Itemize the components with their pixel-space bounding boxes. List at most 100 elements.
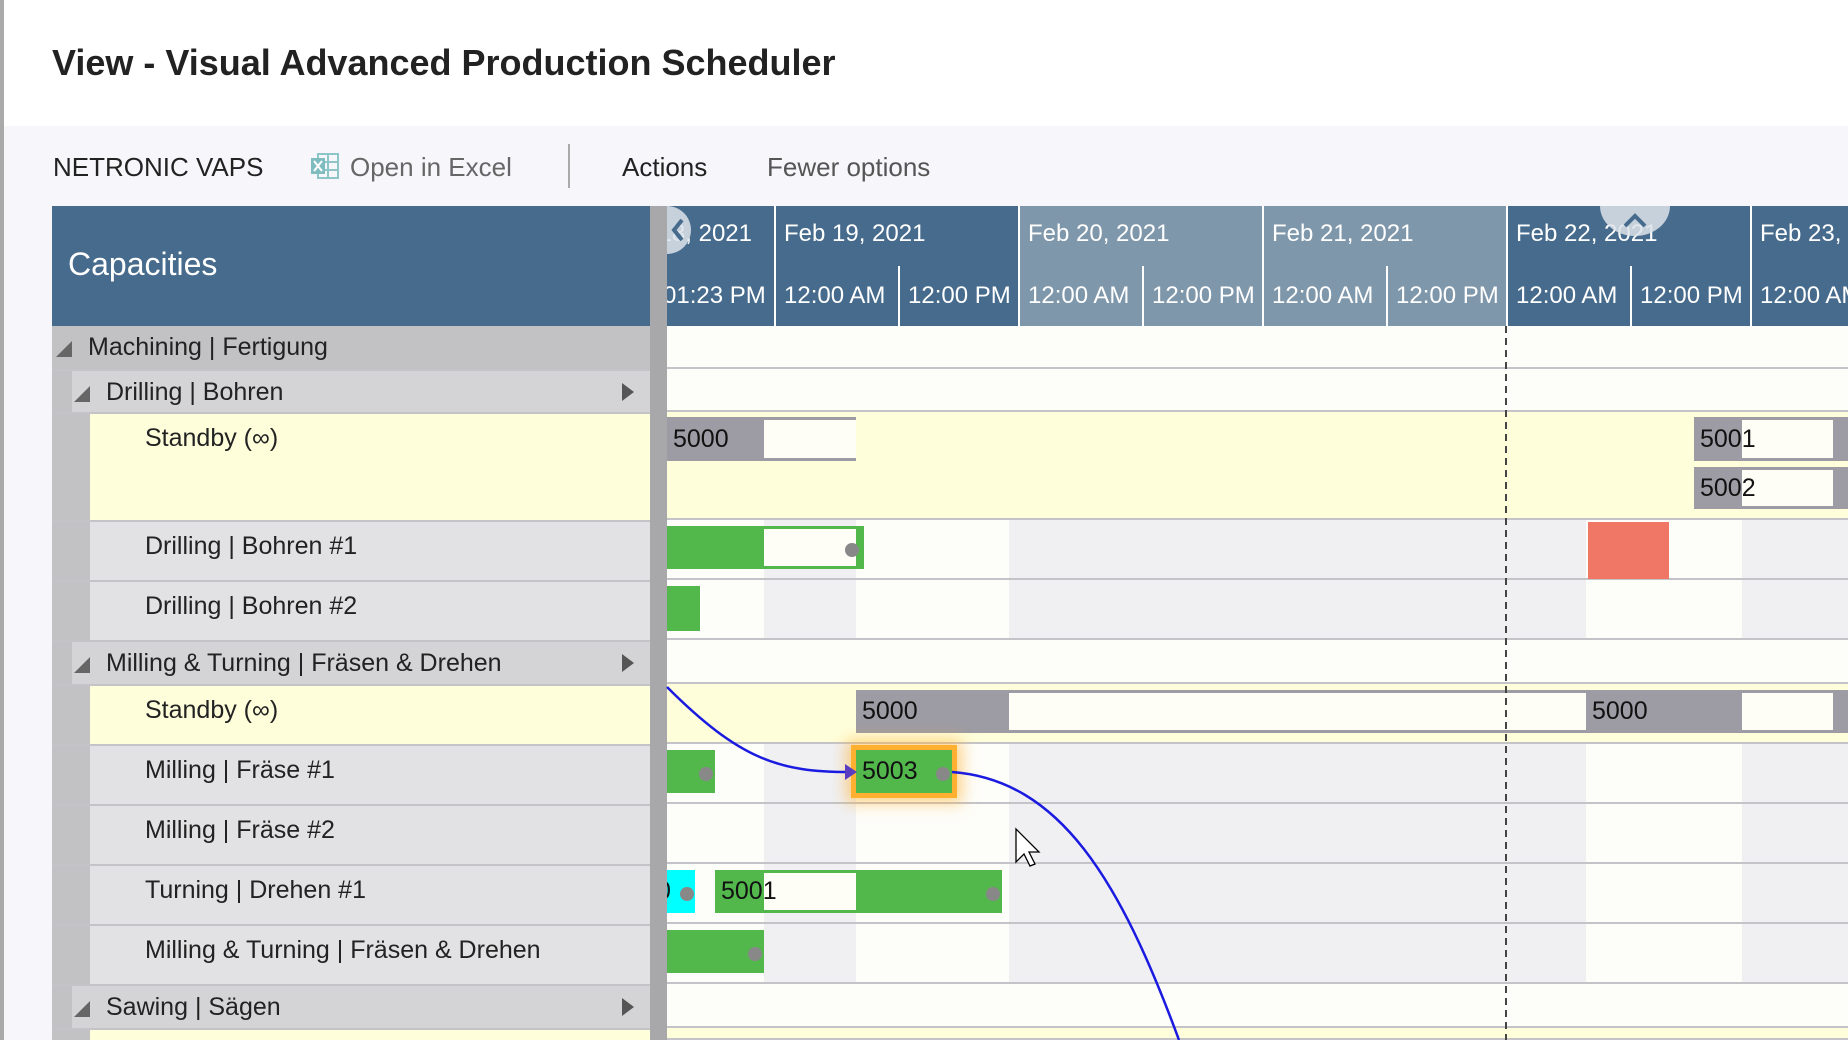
fewer-options-button[interactable]: Fewer options: [767, 152, 931, 182]
hour-label: 12:00 AM: [1028, 282, 1130, 309]
collapse-triangle-icon[interactable]: [74, 657, 90, 673]
timeline-day: Feb 19, 2021 12:00 AM 12:00 PM: [774, 206, 1018, 326]
tree-row-standby[interactable]: Standby (∞): [52, 684, 650, 744]
day-label: Feb 21, 2021: [1272, 220, 1414, 247]
bar-label: 0: [667, 877, 671, 905]
link-handle-icon[interactable]: [986, 886, 1000, 901]
tree-row-leaf[interactable]: Drilling | Bohren #2: [52, 580, 650, 640]
toolbar-divider: [568, 144, 570, 188]
hour-label: 12:00 PM: [898, 266, 1020, 326]
tree-row-standby[interactable]: [52, 1028, 650, 1040]
day-label: Feb 20, 2021: [1028, 220, 1170, 247]
chart-row: [667, 326, 1848, 369]
tree-row-group2[interactable]: Sawing | Sägen: [52, 984, 650, 1028]
tree-row-group2[interactable]: Milling & Turning | Fräsen & Drehen: [52, 640, 650, 684]
row-label: Sawing | Sägen: [106, 993, 281, 1021]
schedule-bar-5000[interactable]: 5000: [1586, 690, 1848, 733]
row-label: Standby (∞): [145, 696, 279, 724]
row-label: Drilling | Bohren: [106, 377, 284, 406]
link-handle-icon[interactable]: [699, 766, 713, 781]
schedule-bar-5000[interactable]: 5000: [667, 417, 856, 461]
hour-label: 12:00 AM: [1516, 282, 1618, 309]
bar-label: 5002: [1700, 474, 1756, 502]
schedule-bar-green[interactable]: [667, 930, 764, 973]
chart-row: [667, 1028, 1848, 1040]
schedule-bar-5002[interactable]: 5002: [1694, 467, 1848, 509]
schedule-bar-green[interactable]: [667, 526, 864, 569]
expand-arrow-icon[interactable]: [622, 654, 634, 672]
link-handle-icon[interactable]: [748, 946, 762, 961]
schedule-bar-5001[interactable]: 5001: [715, 870, 1002, 913]
actions-button[interactable]: Actions: [622, 152, 708, 182]
hour-label: 12:00 PM: [1386, 266, 1508, 326]
open-in-excel-button[interactable]: Open in Excel: [350, 152, 512, 182]
row-label: Standby (∞): [145, 424, 279, 452]
chart-row: [667, 640, 1848, 684]
tree-row-leaf[interactable]: Milling | Fräse #2: [52, 804, 650, 864]
brand-label[interactable]: NETRONIC VAPS: [53, 152, 264, 182]
bar-progress-remaining: [1009, 693, 1586, 730]
row-label: Turning | Drehen #1: [145, 876, 366, 904]
tree-row-group1[interactable]: Machining | Fertigung: [52, 326, 650, 369]
bar-progress-remaining: [764, 873, 856, 910]
day-label: Feb 23, 2021: [1760, 220, 1848, 247]
hour-label: 12:00 PM: [1630, 266, 1752, 326]
row-label: Milling | Fräse #1: [145, 756, 335, 784]
tree-row-leaf[interactable]: Turning | Drehen #1: [52, 864, 650, 924]
bar-progress-remaining: [1742, 470, 1833, 506]
chevron-up-icon[interactable]: [1600, 206, 1670, 236]
timeline-day: Feb 20, 2021 12:00 AM 12:00 PM: [1018, 206, 1262, 326]
chart-row: [667, 369, 1848, 412]
collapse-triangle-icon[interactable]: [56, 340, 72, 357]
bar-progress-remaining: [764, 529, 856, 566]
schedule-bar-5001[interactable]: 5001: [1694, 417, 1848, 461]
tree-row-leaf[interactable]: Drilling | Bohren #1: [52, 520, 650, 580]
collapse-triangle-icon[interactable]: [74, 385, 90, 402]
chart-row: [667, 744, 1848, 804]
schedule-bar-red[interactable]: [1588, 522, 1669, 579]
row-label: Milling | Fräse #2: [145, 816, 335, 844]
expand-arrow-icon[interactable]: [622, 998, 634, 1016]
row-label: Drilling | Bohren #2: [145, 592, 358, 620]
chevron-left-icon[interactable]: [667, 206, 691, 254]
timeline-day: Feb 21, 2021 12:00 AM 12:00 PM: [1262, 206, 1506, 326]
day-label: Feb 19, 2021: [784, 220, 926, 247]
hour-label: 12:00 AM: [784, 282, 886, 309]
timeline-day: Feb 22, 2021 12:00 AM 12:00 PM: [1506, 206, 1750, 326]
capacities-header: Capacities: [52, 206, 650, 326]
row-label: Machining | Fertigung: [88, 332, 328, 361]
link-handle-icon[interactable]: [680, 886, 694, 901]
hour-label: 12:00 AM: [1760, 282, 1848, 309]
bar-label: 5001: [721, 877, 777, 905]
tree-row-standby[interactable]: Standby (∞): [52, 412, 650, 520]
row-label: Milling & Turning | Fräsen & Drehen: [145, 936, 541, 964]
link-handle-icon[interactable]: [845, 542, 859, 557]
bar-label: 5003: [862, 757, 918, 785]
collapse-triangle-icon[interactable]: [74, 1001, 90, 1017]
panel-splitter[interactable]: [650, 206, 667, 1040]
bar-progress-remaining: [764, 420, 856, 458]
title-bar: [0, 0, 1848, 126]
window-border: [0, 0, 4, 1040]
link-handle-icon[interactable]: [936, 766, 950, 781]
tree-row-leaf[interactable]: Milling | Fräse #1: [52, 744, 650, 804]
bar-progress-remaining: [1742, 693, 1833, 730]
chart-row: [667, 412, 1848, 520]
hour-label: 12:00 AM: [1272, 282, 1374, 309]
chart-row: [667, 804, 1848, 864]
tree-row-leaf[interactable]: Milling & Turning | Fräsen & Drehen: [52, 924, 650, 984]
chart-row: [667, 580, 1848, 640]
hour-label: 12:00 PM: [1142, 266, 1264, 326]
tree-row-group2[interactable]: Drilling | Bohren: [52, 369, 650, 412]
bar-label: 5000: [1592, 697, 1648, 725]
row-label: Milling & Turning | Fräsen & Drehen: [106, 649, 502, 677]
chart-row: [667, 924, 1848, 984]
schedule-bar-green[interactable]: [667, 586, 700, 631]
row-label: Drilling | Bohren #1: [145, 532, 358, 560]
bar-progress-remaining: [1742, 420, 1833, 458]
excel-icon[interactable]: [310, 152, 340, 180]
capacities-title: Capacities: [68, 246, 218, 282]
page-title: View - Visual Advanced Production Schedu…: [52, 42, 836, 83]
expand-arrow-icon[interactable]: [622, 382, 634, 401]
